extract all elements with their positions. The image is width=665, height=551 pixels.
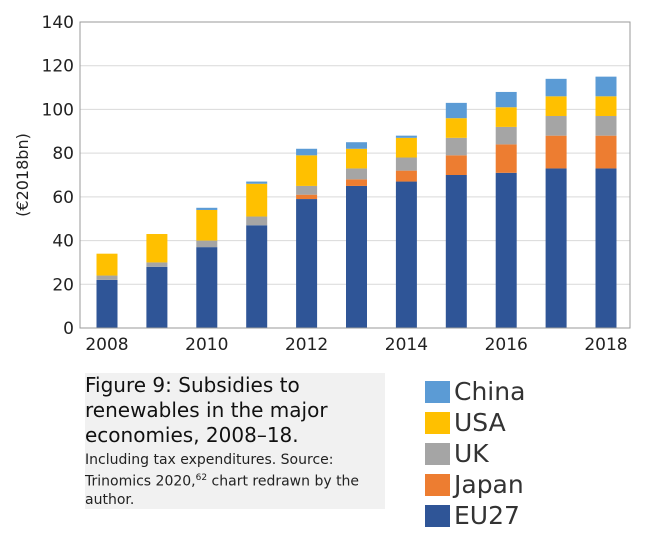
bar-segment-japan-2012 [296,194,318,200]
legend-swatch [425,473,450,496]
bar-segment-japan-2018 [595,135,617,169]
bar-segment-uk-2017 [545,115,567,136]
bar-segment-uk-2013 [346,168,367,180]
legend-label: EU27 [454,501,520,530]
bar-segment-usa-2008 [96,253,118,276]
legend-item-eu27: EU27 [425,500,585,531]
bar-segment-eu27-2018 [595,168,617,328]
legend-item-japan: Japan [425,469,585,500]
x-tick-label: 2014 [385,335,428,355]
y-tick-label: 20 [52,275,74,295]
legend-label: UK [454,439,489,468]
legend-swatch [425,442,450,465]
bar-segment-eu27-2017 [545,168,567,328]
y-axis-ticks: 0 20 40 60 80 100 120 140 [42,13,74,339]
bar-segment-uk-2014 [395,157,417,171]
bar-segment-uk-2008 [96,275,118,280]
bar-segment-usa-2009 [146,234,168,263]
bar-segment-china-2018 [595,76,617,97]
bar-segment-eu27-2015 [445,175,467,328]
bar-segment-china-2011 [246,181,268,184]
y-tick-label: 140 [42,13,74,33]
caption-source-text: Including tax expenditures. Source: Trin… [85,452,334,490]
y-tick-label: 120 [42,57,74,77]
bar-segment-eu27-2011 [246,225,268,328]
legend-label: Japan [454,470,524,499]
x-tick-label: 2018 [584,335,627,355]
caption-footnote-ref: 62 [195,473,208,483]
x-tick-label: 2008 [85,335,128,355]
x-tick-label: 2010 [185,335,228,355]
bar-segment-usa-2017 [545,96,567,116]
bar-segment-uk-2015 [445,137,467,156]
bar-segment-usa-2018 [595,96,617,116]
bar-segment-eu27-2012 [296,199,318,328]
bar-segment-eu27-2013 [346,185,367,328]
legend-label: USA [454,408,506,437]
bar-segment-japan-2015 [445,155,467,175]
y-tick-label: 40 [52,232,74,252]
bar-segment-eu27-2014 [395,181,417,328]
legend-swatch [425,411,450,434]
x-axis-ticks: 2008 2010 2012 2014 2016 2018 [85,335,627,355]
caption-title: Figure 9: Subsidies to renewables in the… [85,373,328,447]
bar-segment-japan-2013 [346,179,367,186]
bar-segment-usa-2014 [395,137,417,158]
caption-source-text-end: chart redrawn by the author. [85,473,360,508]
bar-segment-uk-2016 [495,126,517,145]
bar-segment-china-2012 [296,148,318,156]
bar-segment-eu27-2016 [495,172,517,328]
bar-segment-japan-2016 [495,144,517,173]
bar-segment-uk-2012 [296,185,318,195]
legend-item-china: China [425,376,585,407]
legend-swatch [425,504,450,527]
y-tick-label: 60 [52,188,74,208]
bar-segment-usa-2016 [495,107,517,127]
bar-segment-china-2016 [495,91,517,108]
legend-label: China [454,377,526,406]
caption-source: Including tax expenditures. Source: Trin… [85,451,385,509]
bar-segment-japan-2014 [395,170,417,182]
chart-legend: China USA UK Japan EU27 [425,376,585,531]
bar-segment-china-2017 [545,78,567,97]
bar-segment-uk-2011 [246,216,268,226]
x-tick-label: 2016 [485,335,528,355]
bar-segment-usa-2011 [246,183,268,217]
bars [96,76,617,328]
bar-segment-china-2010 [196,207,218,210]
bar-segment-usa-2012 [296,155,318,186]
bar-segment-uk-2010 [196,240,218,248]
bar-segment-china-2013 [346,142,367,149]
bar-segment-usa-2015 [445,118,467,138]
x-tick-label: 2012 [285,335,328,355]
bar-segment-eu27-2009 [146,266,168,328]
figure-caption: Figure 9: Subsidies to renewables in the… [85,373,385,509]
bar-segment-eu27-2008 [96,279,118,328]
bar-segment-eu27-2010 [196,247,218,328]
bar-segment-china-2015 [445,102,467,119]
bar-segment-usa-2010 [196,209,218,241]
legend-item-usa: USA [425,407,585,438]
bar-segment-japan-2017 [545,135,567,169]
legend-swatch [425,380,450,403]
y-axis-label: (€2018bn) [13,133,32,217]
y-tick-label: 100 [42,100,74,120]
bar-segment-uk-2009 [146,262,168,267]
y-tick-label: 0 [63,319,74,339]
bar-segment-usa-2013 [346,148,367,169]
y-tick-label: 80 [52,144,74,164]
plot-frame [79,21,631,329]
bar-segment-china-2014 [395,135,417,138]
bar-segment-uk-2018 [595,115,617,136]
legend-item-uk: UK [425,438,585,469]
